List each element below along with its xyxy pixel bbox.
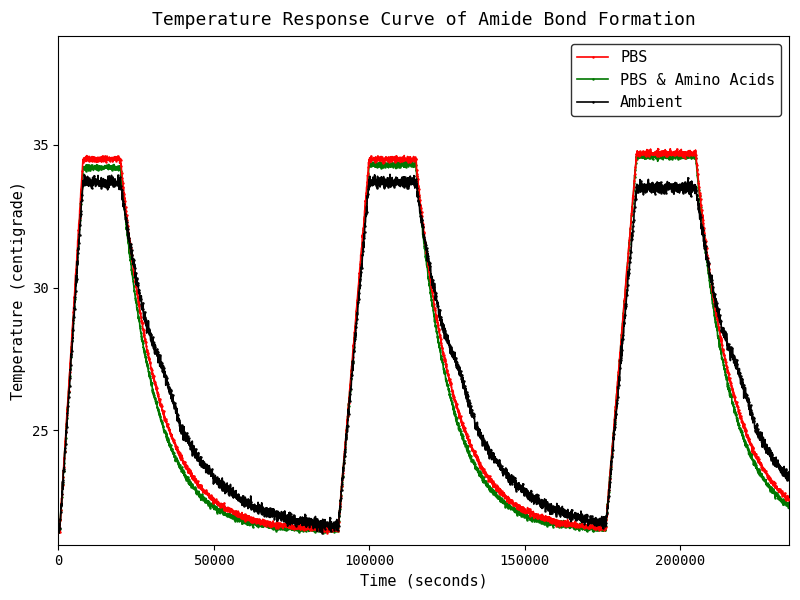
PBS & Amino Acids [784, 502, 794, 509]
PBS & Amino Acids [584, 522, 594, 529]
Title: Temperature Response Curve of Amide Bond Formation: Temperature Response Curve of Amide Bond… [152, 11, 695, 29]
PBS & Amino Acids [762, 482, 771, 489]
PBS [726, 380, 735, 388]
PBS & Amino Acids [401, 157, 410, 164]
Ambient [726, 357, 735, 364]
PBS & Amino Acids [366, 163, 376, 170]
Ambient [366, 178, 376, 185]
Ambient [385, 171, 394, 178]
Legend: PBS, PBS & Amino Acids, Ambient: PBS, PBS & Amino Acids, Ambient [571, 44, 782, 116]
Ambient [401, 179, 410, 186]
Ambient [585, 517, 594, 524]
PBS [366, 152, 376, 160]
PBS [784, 496, 794, 503]
PBS & Amino Acids [726, 392, 735, 399]
Ambient [54, 521, 63, 529]
PBS & Amino Acids [690, 148, 700, 155]
PBS [584, 523, 594, 530]
PBS [322, 529, 332, 536]
Ambient [54, 530, 64, 537]
PBS & Amino Acids [54, 529, 64, 536]
Line: PBS & Amino Acids: PBS & Amino Acids [57, 150, 790, 534]
PBS & Amino Acids [361, 205, 370, 212]
PBS & Amino Acids [54, 526, 63, 533]
Line: Ambient: Ambient [57, 173, 790, 534]
Ambient [762, 441, 771, 448]
Ambient [784, 476, 794, 484]
PBS [401, 155, 410, 163]
PBS [762, 470, 771, 478]
Line: PBS: PBS [57, 148, 790, 534]
X-axis label: Time (seconds): Time (seconds) [360, 574, 487, 589]
PBS [653, 145, 662, 152]
PBS [54, 526, 63, 533]
Ambient [361, 219, 370, 226]
PBS [361, 197, 370, 204]
Y-axis label: Temperature (centigrade): Temperature (centigrade) [11, 181, 26, 400]
